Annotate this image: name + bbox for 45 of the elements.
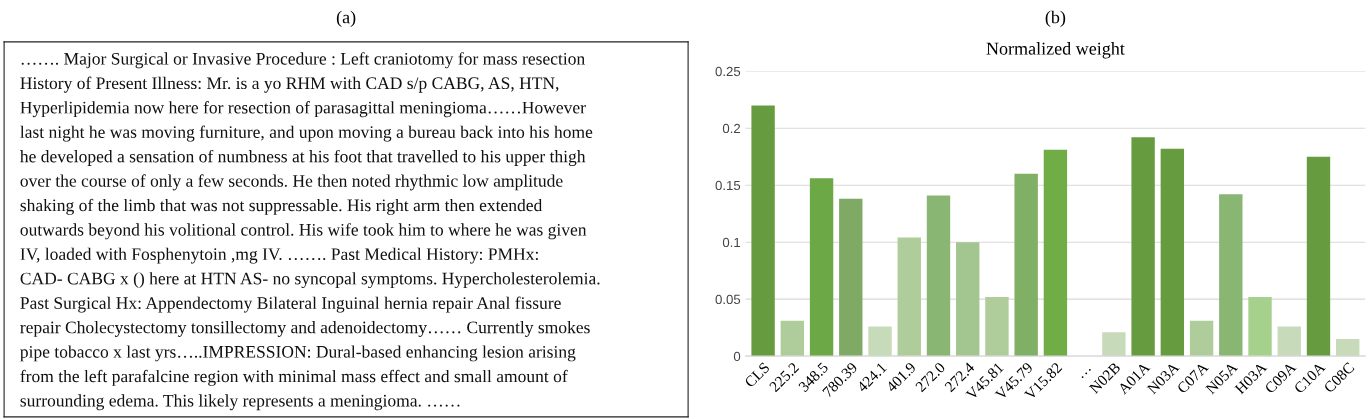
bar [1277, 326, 1301, 357]
bar [1306, 156, 1331, 357]
bar [897, 237, 921, 357]
text: ……. Major Surgical or Invasive Procedure : Left craniotomy for mass resection [21, 52, 585, 69]
text: CAD- CABG x () here at HTN AS- no syncopal symptoms. Hypercholesterolemia. [20, 272, 600, 289]
chart-title: (b) [1045, 10, 1066, 28]
bar [1160, 148, 1185, 357]
bar [926, 195, 951, 357]
y-tick-label: 0 [733, 351, 741, 362]
text: Hyperlipidemia now here for resection of parasagittal meningioma……However [20, 101, 586, 118]
chart-subtitle: Normalized weight [986, 42, 1125, 59]
bar [839, 198, 863, 357]
text: IV, loaded with Fosphenytoin ,mg IV. ……. Past Medical History: PMHx: [20, 247, 538, 264]
text: last night he was moving furniture, and upon moving a bureau back into his home [20, 125, 593, 142]
text: repair Cholecystectomy tonsillectomy and adenoidectomy…… Currently smokes [20, 321, 590, 337]
text: over the course of only a few seconds. He then noted rhythmic low amplitude [20, 174, 563, 191]
bar [1102, 332, 1126, 357]
bar [985, 296, 1009, 357]
y-tick-label: 0.2 [722, 123, 741, 134]
bar [751, 105, 775, 357]
text: he developed a sensation of numbness at his foot that travelled to his upper thigh [20, 149, 586, 166]
x-tick-label: … [1081, 368, 1092, 379]
text: outwards beyond his volitional control. His wife took him to where he was given [20, 223, 587, 240]
text: shaking of the limb that was not suppressable. His right arm then extended [20, 198, 543, 215]
bar [1189, 320, 1214, 357]
text: Past Surgical Hx: Appendectomy Bilateral Inguinal hernia repair Anal fissure [20, 296, 561, 313]
bar [1043, 149, 1068, 357]
text: from the left parafalcine region with minimal mass effect and small amount of [20, 369, 568, 386]
y-tick-label: 0.1 [722, 237, 741, 248]
bar [809, 178, 834, 357]
bar [868, 326, 892, 357]
y-tick-label: 0.15 [715, 180, 741, 191]
bar [1219, 194, 1243, 357]
bar [1248, 296, 1272, 357]
text: (a) [336, 10, 356, 28]
bar [780, 320, 805, 357]
bar [1336, 339, 1360, 357]
y-tick-label: 0.05 [715, 294, 741, 305]
bar [1131, 137, 1155, 357]
bar [956, 242, 980, 357]
text: pipe tobacco x last yrs…..IMPRESSION: Dural-based enhancing lesion arising [20, 345, 576, 362]
text: surrounding edema. This likely represents a meningioma. …… [20, 394, 460, 411]
bar [1014, 173, 1038, 357]
text: History of Present Illness: Mr. is a yo RHM with CAD s/p CABG, AS, HTN, [20, 76, 559, 93]
y-tick-label: 0.25 [715, 66, 741, 77]
